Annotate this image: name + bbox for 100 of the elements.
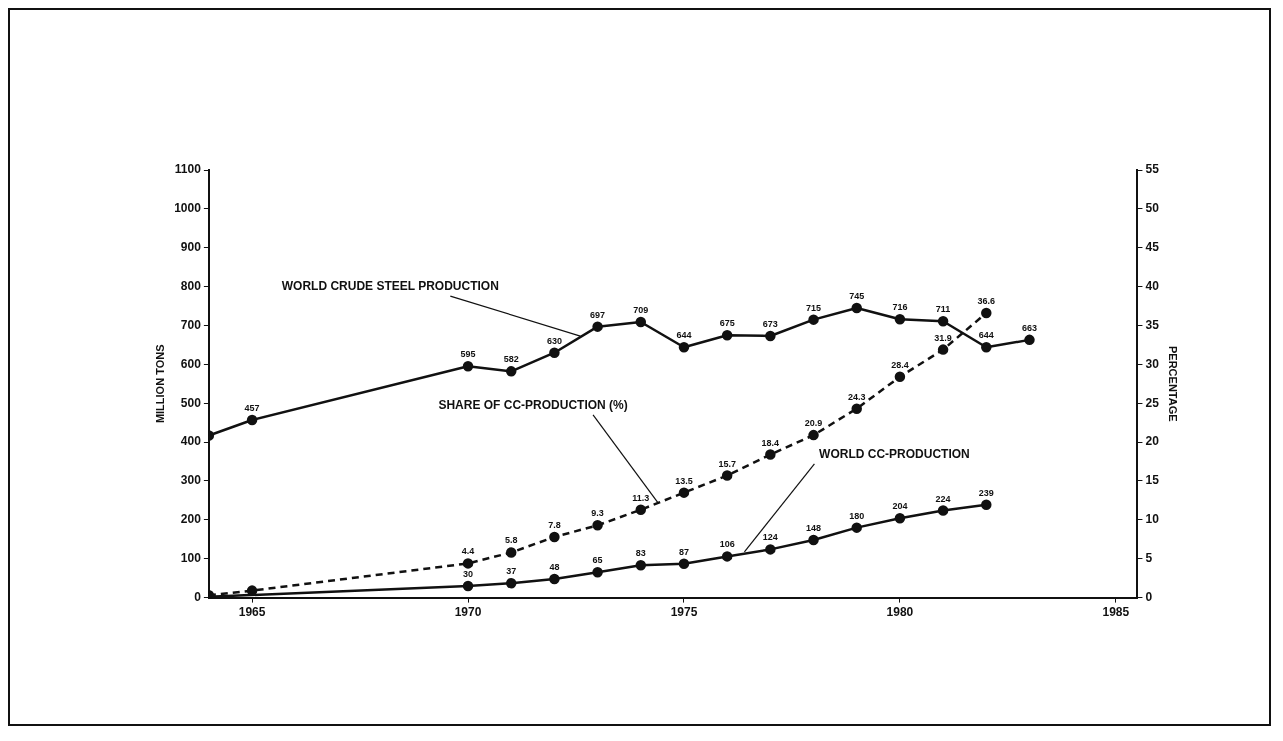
point (505, 577, 517, 589)
point (894, 371, 906, 383)
data-label: 630 (546, 335, 562, 346)
point (808, 314, 819, 325)
y2-tick-label: 25 (1145, 395, 1160, 410)
annotation: WORLD CRUDE STEEL PRODUCTION (281, 279, 499, 294)
y2-tick-label: 10 (1145, 512, 1160, 527)
y2-tick-label: 0 (1145, 589, 1153, 604)
data-label: 148 (806, 523, 822, 534)
point (808, 429, 819, 441)
data-label: 180 (849, 510, 865, 521)
y2-tick-label: 45 (1145, 240, 1160, 255)
y-tick-label: 900 (180, 240, 202, 255)
x-tick-label: 1975 (670, 605, 698, 620)
point (592, 520, 603, 531)
data-label: 30 (463, 568, 474, 579)
data-label: 24.3 (847, 391, 866, 402)
point (1024, 334, 1035, 346)
point (635, 504, 647, 515)
y2-tick-label: 40 (1145, 278, 1160, 293)
point (765, 449, 776, 460)
data-label: 15.7 (718, 458, 736, 469)
point (721, 470, 733, 481)
point (981, 307, 992, 319)
data-label: 675 (719, 318, 735, 329)
data-label: 13.5 (675, 475, 693, 486)
data-label: 457 (244, 402, 260, 413)
y2-tick-label: 30 (1145, 356, 1160, 371)
data-label: 31.9 (934, 332, 952, 343)
point (981, 499, 992, 510)
y2-tick-label: 15 (1145, 473, 1160, 488)
y2-tick-label: 55 (1145, 162, 1160, 177)
data-label: 644 (676, 330, 692, 341)
point (937, 344, 949, 355)
point (851, 403, 862, 414)
data-label: 124 (762, 532, 778, 543)
data-label: 204 (892, 501, 908, 512)
y-tick-label: 500 (180, 395, 202, 410)
y-tick-label: 700 (180, 317, 202, 332)
point (505, 366, 517, 377)
x-tick-label: 1965 (238, 605, 266, 620)
x-tick-label: 1980 (886, 605, 914, 620)
point (894, 314, 906, 325)
y-tick-label: 1000 (174, 201, 202, 216)
point (721, 551, 733, 562)
data-label: 11.3 (632, 492, 650, 503)
point (549, 531, 560, 543)
y2-axis-title: PERCENTAGE (1167, 346, 1180, 422)
data-label: 87 (678, 546, 689, 557)
x-tick-label: 1970 (454, 605, 482, 620)
data-label: 18.4 (761, 437, 780, 448)
point (678, 342, 690, 353)
data-label: 9.3 (591, 508, 604, 519)
data-label: 83 (635, 548, 646, 559)
annotation: WORLD CC-PRODUCTION (819, 447, 970, 462)
point (592, 567, 603, 578)
point (937, 315, 949, 327)
point (635, 316, 647, 328)
point (678, 558, 690, 570)
annotation: SHARE OF CC-PRODUCTION (%) (438, 398, 628, 413)
y2-tick-label: 5 (1145, 551, 1153, 566)
point (549, 347, 560, 358)
data-label: 644 (978, 330, 994, 341)
data-label: 673 (762, 318, 778, 329)
point (462, 361, 474, 372)
point (246, 414, 258, 426)
data-label: 709 (633, 304, 649, 315)
data-label: 65 (592, 555, 603, 566)
data-label: 36.6 (977, 296, 996, 307)
y2-tick-label: 50 (1145, 201, 1160, 216)
point (462, 580, 474, 592)
data-label: 28.4 (891, 359, 909, 370)
y-tick-label: 300 (180, 473, 202, 488)
data-label: 4.4 (461, 546, 475, 557)
data-label: 48 (549, 561, 560, 572)
data-label: 106 (719, 539, 735, 550)
point (721, 329, 733, 341)
data-label: 7.8 (548, 519, 561, 530)
point (937, 505, 949, 516)
data-label: 711 (935, 304, 951, 315)
y-tick-label: 0 (194, 589, 202, 604)
data-label: 37 (506, 566, 517, 577)
data-label: 745 (849, 290, 865, 301)
point (635, 560, 647, 571)
y-tick-label: 1100 (174, 162, 202, 177)
data-label: 716 (892, 302, 908, 313)
point (592, 321, 603, 332)
y-tick-label: 100 (180, 551, 202, 566)
data-label: 663 (1021, 322, 1037, 333)
point (894, 513, 906, 524)
y2-tick-label: 35 (1145, 317, 1160, 332)
point (462, 558, 474, 569)
data-label: 582 (503, 354, 519, 365)
point (851, 302, 862, 314)
point (981, 342, 992, 353)
point (765, 330, 776, 342)
y-tick-label: 400 (180, 434, 202, 449)
y-tick-label: 600 (180, 356, 202, 371)
data-label: 224 (935, 493, 951, 504)
x-tick-label: 1985 (1102, 605, 1130, 620)
